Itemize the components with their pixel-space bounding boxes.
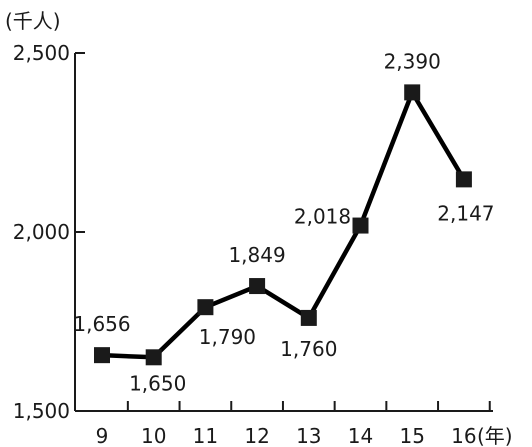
data-point-marker [197,299,214,316]
data-label: 2,018 [294,205,351,229]
data-label: 1,656 [73,312,130,336]
data-label: 1,650 [129,371,186,395]
data-point-marker [94,347,110,364]
data-label: 1,849 [228,243,285,267]
x-tick-label: 14 [348,424,373,447]
data-point-marker [455,171,472,188]
x-tick-label: 11 [193,424,218,447]
data-label: 2,147 [437,201,494,225]
data-point-marker [249,278,266,295]
data-point-marker [145,349,162,366]
y-tick-label: 2,000 [13,220,70,244]
x-tick-label: 12 [244,424,269,447]
y-tick-label: 1,500 [13,399,70,423]
x-tick-label: 9 [96,424,109,447]
x-axis-unit-label: (年) [477,424,513,447]
series-markers [94,84,472,366]
y-axis-unit-label: (千人) [5,9,61,33]
data-label: 1,760 [280,337,337,361]
x-tick-label: 15 [399,424,424,447]
data-point-marker [352,217,369,234]
axis-ticks: 1,500 2,000 2,500 9 10 11 12 13 14 15 16 [13,41,491,447]
x-tick-label: 13 [296,424,321,447]
x-tick-label: 10 [141,424,166,447]
data-labels: 1,656 1,650 1,790 1,849 1,760 2,018 2,390 2,147 [73,49,494,395]
y-tick-label: 2,500 [13,41,70,65]
data-point-marker [404,84,421,101]
series-line [101,90,466,360]
data-label: 2,390 [384,49,441,73]
data-point-marker [300,309,317,326]
x-tick-label: 16 [451,424,476,447]
data-label: 1,790 [199,325,256,349]
